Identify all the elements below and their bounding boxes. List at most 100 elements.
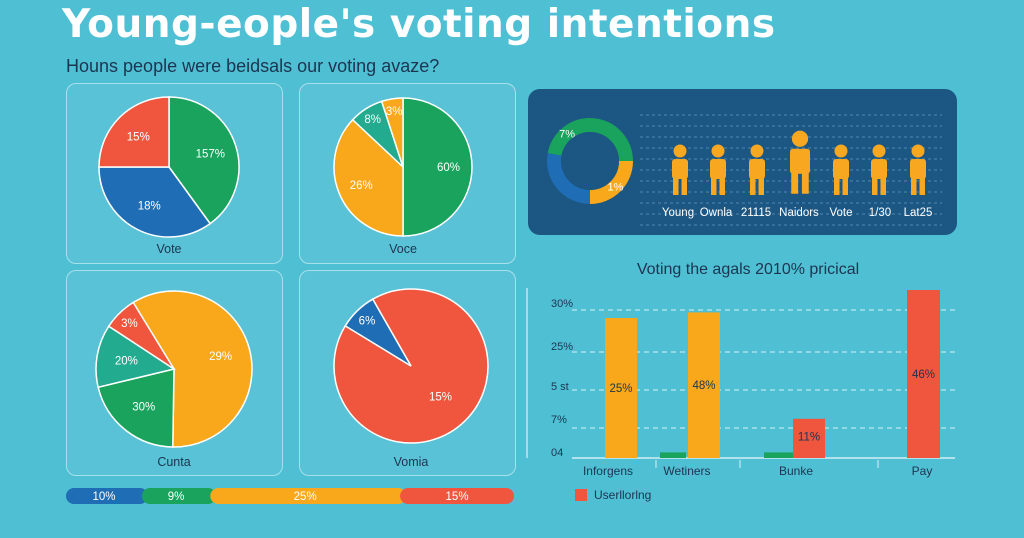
- pie2-slice-4: [380, 97, 404, 168]
- person-leg-right: [801, 171, 809, 194]
- people-label-1: Young: [662, 207, 694, 219]
- bar-category-label: Bunke: [779, 464, 813, 478]
- pie3-slice-3: [95, 325, 176, 389]
- person-head: [711, 144, 725, 158]
- pie4-caption: Vomia: [394, 455, 429, 469]
- person-icon: [910, 144, 926, 195]
- bar-y-tick-label: 25%: [551, 341, 573, 353]
- pie1-slice-label: 157%: [196, 149, 225, 161]
- people-label-7: Lat25: [904, 207, 933, 219]
- page-subtitle: Houns people were beidsals our voting av…: [66, 56, 440, 76]
- pie3-slice-label: 29%: [209, 351, 232, 363]
- person-leg-left: [711, 177, 717, 195]
- person-body: [790, 148, 810, 174]
- pie4-slice-label: 15%: [429, 391, 452, 403]
- pie1-slice-label: 18%: [138, 201, 161, 213]
- person-body: [672, 159, 688, 179]
- person-icon: [710, 144, 726, 195]
- pie3-slice-1: [132, 290, 253, 448]
- bar-category-label: Inforgens: [583, 464, 633, 478]
- pie3-slice-4: [107, 301, 175, 370]
- pie2-slice-label: 26%: [350, 180, 373, 192]
- donut-segment-2: [589, 160, 633, 204]
- pie3-slice-label: 30%: [132, 402, 155, 414]
- person-leg-left: [750, 177, 756, 195]
- bar-1-wetiners: [688, 312, 720, 458]
- pie3-slice-label: 20%: [115, 356, 138, 368]
- pie3-slice-label: 3%: [121, 318, 138, 330]
- pie2-slice-2: [333, 118, 404, 237]
- person-leg-left: [673, 177, 679, 195]
- pie1-slice-1: [168, 96, 240, 225]
- progress-label: 25%: [294, 491, 317, 503]
- people-label-6: 1/30: [869, 207, 891, 219]
- bar-y-tick-label: 04: [551, 447, 563, 459]
- person-leg-right: [842, 177, 848, 195]
- bar-3-bunke: [793, 418, 825, 458]
- progress-label: 15%: [446, 491, 469, 503]
- bar-chart-title: Voting the agals 2010% pricical: [637, 261, 859, 278]
- person-leg-right: [758, 177, 764, 195]
- person-body: [871, 159, 887, 179]
- pie2-slice-1: [402, 97, 473, 237]
- person-body: [710, 159, 726, 179]
- person-leg-right: [919, 177, 925, 195]
- pie2-slice-label: 3%: [386, 106, 403, 118]
- person-icon: [672, 144, 688, 195]
- donut-hole: [561, 132, 619, 190]
- people-label-2: Ownla: [700, 207, 733, 219]
- progress-label: 10%: [92, 491, 115, 503]
- donut-segment-1: [589, 118, 633, 162]
- pie2-slice-label: 60%: [437, 162, 460, 174]
- pie4-slice-2: [344, 298, 412, 367]
- progress-segment-1: [66, 488, 148, 504]
- info-panel: [528, 89, 957, 235]
- person-head: [750, 144, 764, 158]
- person-body: [833, 159, 849, 179]
- legend-swatch: [575, 489, 587, 501]
- people-label-4: Naidors: [779, 207, 819, 219]
- page-title: Young-eople's voting intentions: [62, 2, 776, 47]
- pie1-slice-3: [98, 96, 170, 168]
- legend-label: Userllorlng: [594, 488, 651, 502]
- person-body: [749, 159, 765, 179]
- progress-segment-3: [210, 488, 407, 504]
- person-leg-left: [791, 171, 799, 194]
- donut-label: 1%: [608, 181, 624, 193]
- bar-y-tick-label: 5 st: [551, 381, 569, 393]
- pie3-slice-2: [97, 368, 175, 448]
- donut-label: 7%: [559, 128, 575, 140]
- person-leg-left: [834, 177, 840, 195]
- people-label-5: Vote: [829, 207, 852, 219]
- donut-segment-3: [547, 152, 591, 204]
- person-head: [872, 144, 886, 158]
- people-label-3: 21115: [741, 207, 771, 219]
- pie2-slice-label: 8%: [364, 114, 381, 126]
- person-head: [673, 144, 687, 158]
- pie4-slice-label: 6%: [359, 316, 376, 328]
- pie2-caption: Voce: [389, 242, 417, 256]
- bar-value-label: 11%: [798, 431, 820, 443]
- donut-segment-4: [547, 118, 591, 156]
- person-leg-left: [911, 177, 917, 195]
- bar-2-wetiners: [660, 452, 686, 458]
- pie1-slice-2: [98, 166, 212, 238]
- person-leg-right: [880, 177, 886, 195]
- person-icon: [749, 144, 765, 195]
- bar-value-label: 48%: [692, 380, 715, 392]
- person-leg-right: [719, 177, 725, 195]
- bar-y-tick-label: 30%: [551, 298, 573, 310]
- bar-category-label: Wetiners: [663, 464, 710, 478]
- pie1-slice-label: 15%: [127, 131, 150, 143]
- progress-label: 9%: [168, 491, 185, 503]
- person-leg-right: [681, 177, 687, 195]
- person-body: [910, 159, 926, 179]
- person-head: [911, 144, 925, 158]
- pie3-caption: Cunta: [157, 455, 190, 469]
- bar-value-label: 46%: [912, 369, 935, 381]
- bar-2-bunke: [764, 452, 794, 458]
- bar-3-pay: [907, 290, 940, 458]
- progress-segment-2: [141, 488, 217, 504]
- person-icon: [790, 130, 810, 194]
